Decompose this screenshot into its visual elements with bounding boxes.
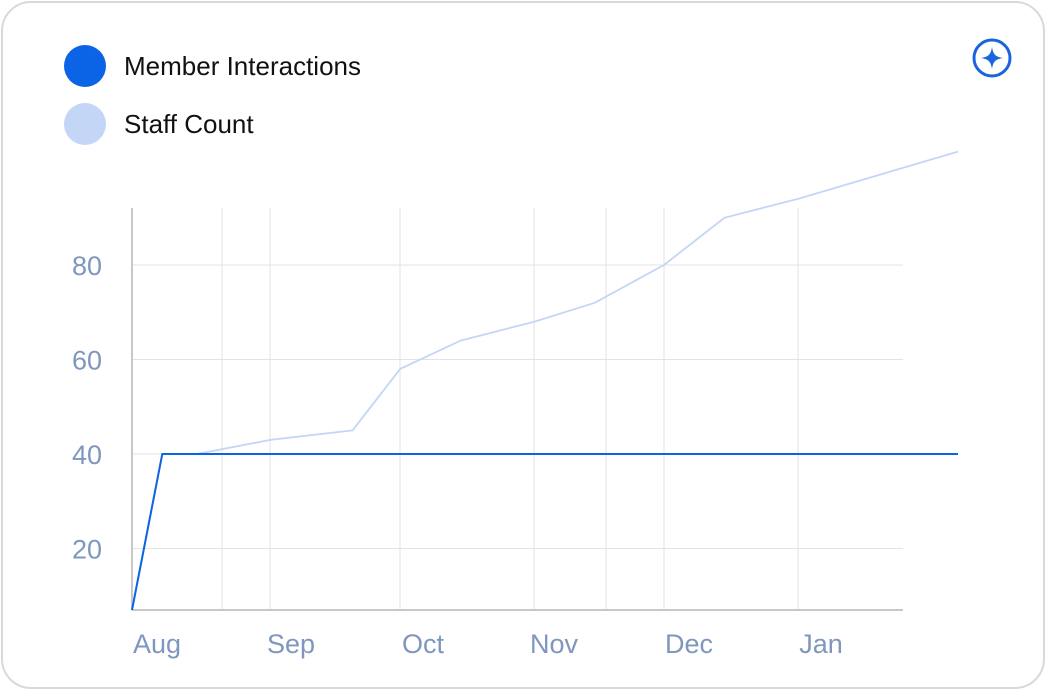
y-tick-label: 20	[72, 535, 102, 565]
x-tick-label: Dec	[665, 629, 713, 659]
sparkle-icon[interactable]	[971, 37, 1013, 79]
legend-item-member-interactions[interactable]: Member Interactions	[64, 44, 361, 88]
series-line-member-interactions	[131, 453, 959, 611]
y-tick-label: 80	[72, 251, 102, 281]
legend-swatch-member-interactions	[64, 45, 106, 87]
legend: Member Interactions Staff Count	[64, 44, 361, 160]
legend-swatch-staff-count	[64, 103, 106, 145]
legend-label: Member Interactions	[124, 50, 361, 81]
chart-tick-labels: 20 40 60 80 Aug Sep Oct Nov Dec Jan	[72, 251, 843, 659]
legend-label: Staff Count	[124, 108, 254, 139]
chart-axes	[131, 208, 903, 611]
x-tick-label: Oct	[402, 629, 445, 659]
x-tick-label: Aug	[133, 629, 181, 659]
legend-item-staff-count[interactable]: Staff Count	[64, 102, 361, 146]
x-tick-label: Sep	[267, 629, 315, 659]
chart-series	[131, 150, 959, 611]
y-tick-label: 60	[72, 346, 102, 376]
x-tick-label: Jan	[799, 629, 843, 659]
series-line-staff-count	[131, 150, 959, 611]
x-tick-label: Nov	[530, 629, 579, 659]
chart-grid	[132, 208, 903, 610]
y-tick-label: 40	[72, 440, 102, 470]
